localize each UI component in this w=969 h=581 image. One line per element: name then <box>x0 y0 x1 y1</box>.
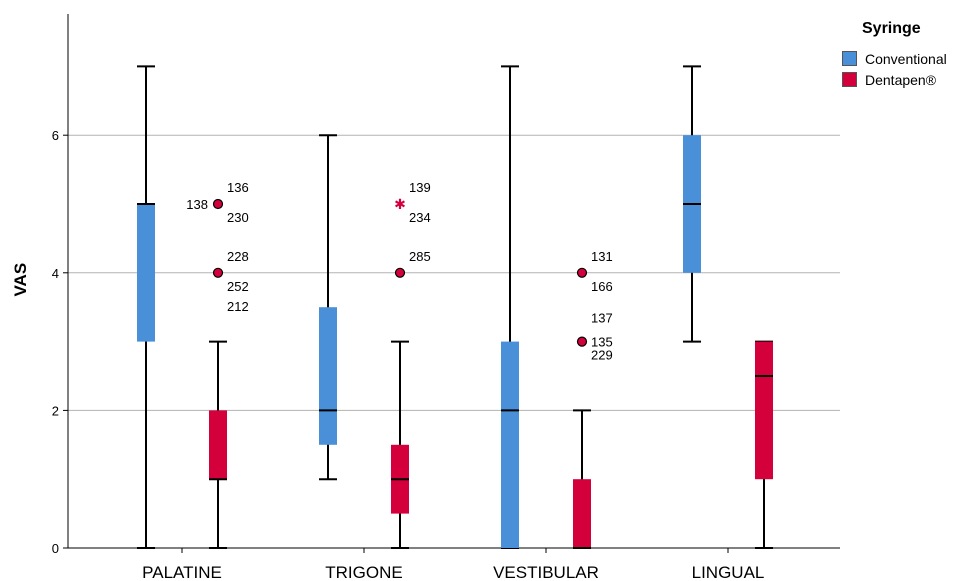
y-axis-label: VAS <box>11 263 30 297</box>
y-tick-label-6: 6 <box>52 128 59 143</box>
legend-label-dentapen: Dentapen® <box>865 71 937 88</box>
outlier-label-136: 136 <box>227 180 249 195</box>
x-tick-label-trigone: TRIGONE <box>325 563 402 581</box>
outlier-point-dentapen-vestibular-3 <box>576 336 588 347</box>
outlier-point-dentapen-trigone-4 <box>394 267 406 278</box>
x-tick-label-vestibular: VESTIBULAR <box>493 563 599 581</box>
iqr-box-dentapen-palatine <box>209 410 227 480</box>
box-conventional-trigone <box>319 134 337 481</box>
outlier-label-229: 229 <box>591 348 613 363</box>
legend-label-conventional: Conventional <box>865 50 947 67</box>
outlier-label-138: 138 <box>186 197 208 212</box>
box-dentapen-lingual <box>755 340 773 549</box>
iqr-box-dentapen-lingual <box>755 341 773 480</box>
boxes <box>137 65 773 549</box>
outlier-label-139: 139 <box>409 180 431 195</box>
iqr-box-conventional-vestibular <box>501 341 519 548</box>
outlier-label-137: 137 <box>591 311 613 326</box>
outlier-point-dentapen-vestibular-4 <box>576 267 588 278</box>
legend-item-conventional: Conventional <box>842 48 947 69</box>
box-dentapen-trigone <box>391 340 409 549</box>
box-conventional-vestibular <box>501 65 519 549</box>
y-tick-label-4: 4 <box>52 266 59 281</box>
outlier-label-166: 166 <box>591 279 613 294</box>
axes: 0 2 4 6 PALATINE TRIGONE VESTIBULAR LINGUAL <box>52 14 840 581</box>
legend: Syringe Conventional Dentapen® <box>842 20 947 90</box>
y-tick-label-2: 2 <box>52 403 59 418</box>
iqr-box-conventional-trigone <box>319 307 337 445</box>
box-dentapen-vestibular <box>573 409 591 549</box>
legend-swatch-dentapen <box>842 72 857 87</box>
legend-title: Syringe <box>862 20 921 37</box>
outlier-point-dentapen-palatine-4 <box>212 267 224 278</box>
outlier-label-212: 212 <box>227 299 249 314</box>
outlier-label-234: 234 <box>409 210 431 225</box>
outlier-label-228: 228 <box>227 249 249 264</box>
outlier-label-131: 131 <box>591 249 613 264</box>
outlier-label-135: 135 <box>591 335 613 350</box>
outlier-label-285: 285 <box>409 249 431 264</box>
legend-swatch-conventional <box>842 51 857 66</box>
outlier-point-dentapen-palatine-5 <box>212 198 224 210</box>
iqr-box-dentapen-vestibular <box>573 479 591 548</box>
outlier-label-230: 230 <box>227 210 249 225</box>
outliers: 138 136 230 228 252 212 ✱139 234 285 131 166 137 135… <box>186 180 612 363</box>
box-dentapen-palatine <box>209 340 227 549</box>
box-conventional-lingual <box>683 65 701 343</box>
legend-item-dentapen: Dentapen® <box>842 69 947 90</box>
box-conventional-palatine <box>137 65 155 549</box>
gridlines <box>68 134 840 411</box>
x-tick-label-palatine: PALATINE <box>142 563 222 581</box>
y-tick-label-0: 0 <box>52 541 59 556</box>
outlier-star-dentapen-trigone-5: ✱ <box>394 197 406 213</box>
iqr-box-conventional-palatine <box>137 204 155 342</box>
outlier-label-252: 252 <box>227 279 249 294</box>
x-tick-label-lingual: LINGUAL <box>692 563 765 581</box>
